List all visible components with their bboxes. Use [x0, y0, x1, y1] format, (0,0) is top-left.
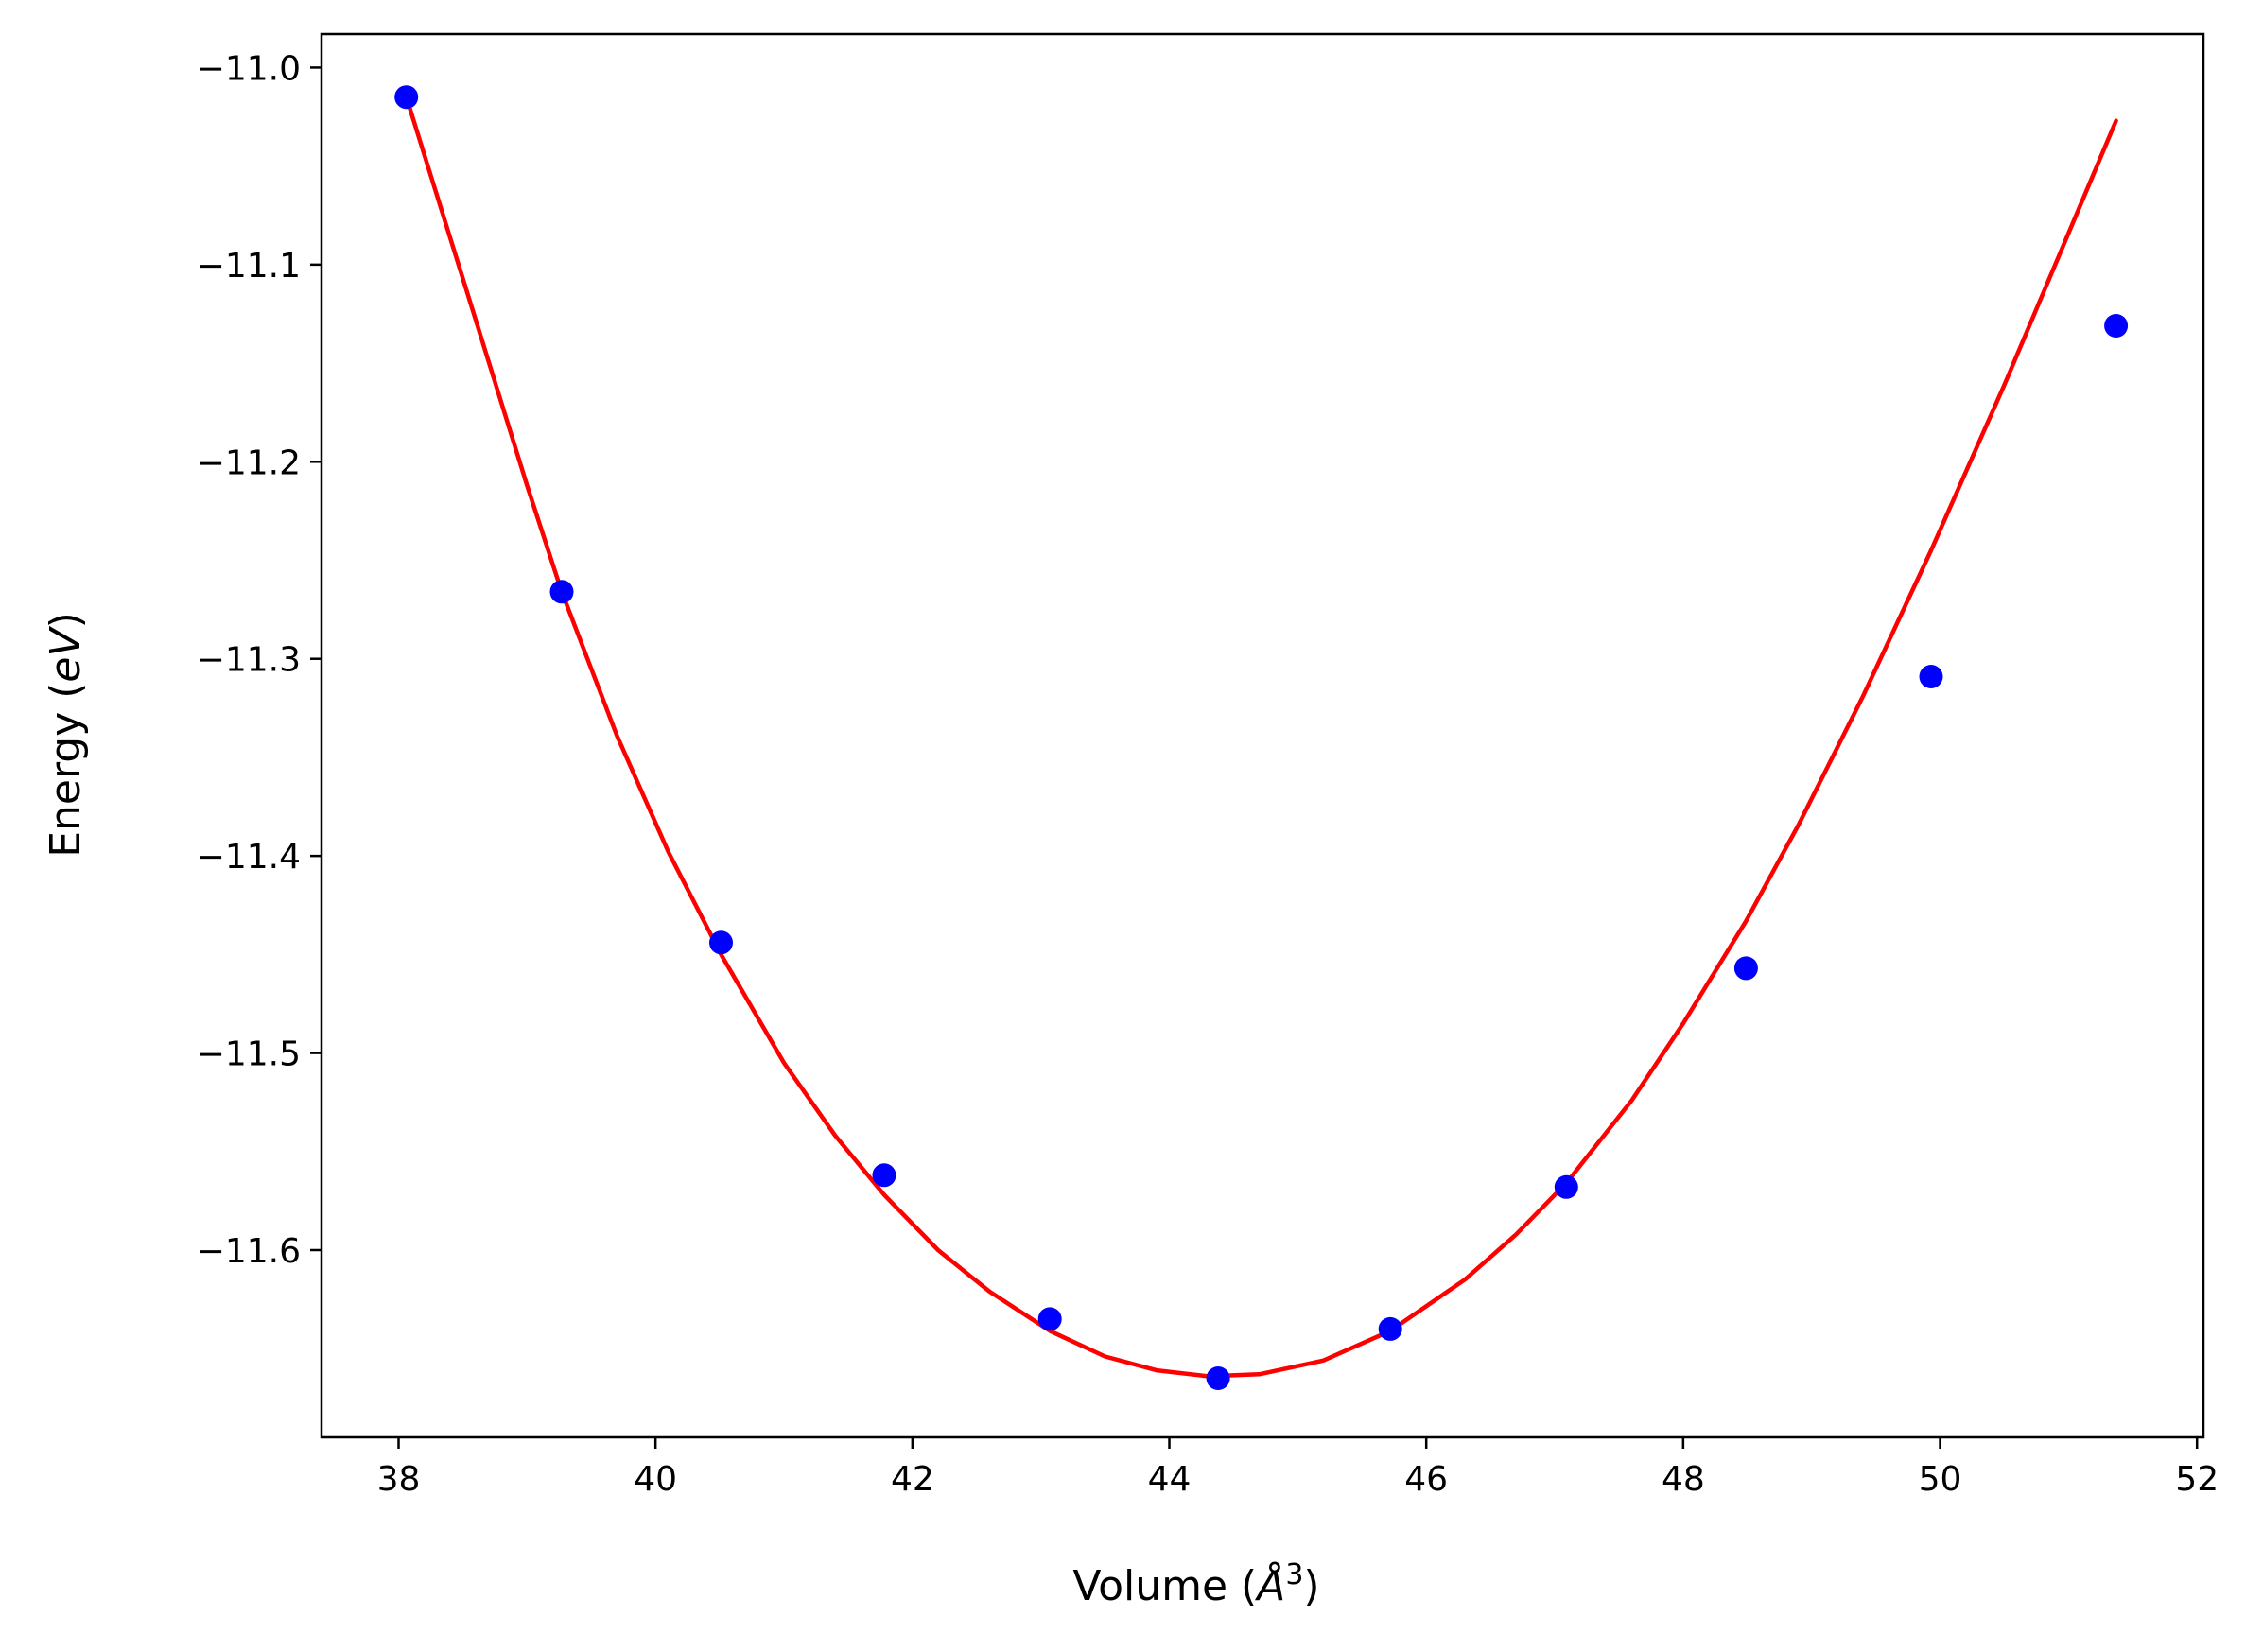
x-tick-label: 52 [2175, 1460, 2219, 1499]
plot-layer [394, 85, 2129, 1390]
data-point [1919, 665, 1943, 688]
x-tick-label: 50 [1919, 1460, 1962, 1499]
y-tick-label: −11.5 [197, 1035, 301, 1074]
y-tick-label: −11.4 [197, 838, 301, 877]
axes-frame [320, 32, 2205, 1439]
y-tick-label: −11.0 [197, 49, 301, 88]
data-point [709, 930, 733, 955]
y-tick-label: −11.2 [197, 443, 301, 482]
data-point [1554, 1174, 1578, 1199]
data-point [872, 1163, 896, 1188]
data-point [1378, 1316, 1402, 1341]
series-group [394, 85, 2129, 1390]
data-point [1733, 956, 1758, 981]
data-point [1206, 1366, 1230, 1390]
data-point [549, 580, 574, 604]
data-point [394, 85, 419, 110]
x-tick-label: 40 [634, 1460, 677, 1499]
x-tick-label: 46 [1404, 1460, 1448, 1499]
data-point [1037, 1307, 1062, 1331]
x-tick-label: 42 [891, 1460, 934, 1499]
y-tick-label: −11.1 [197, 247, 301, 286]
axes-layer: 38 40 42 44 46 48 50 52 −11.0 −11.1 −11.2 −11.3 −11.… [197, 32, 2219, 1499]
y-tick-label: −11.6 [197, 1232, 301, 1271]
x-tick-label: 38 [377, 1460, 421, 1499]
y-axis-title: Energy (eV) [42, 612, 90, 858]
y-tick-label: −11.3 [197, 641, 301, 680]
x-axis-title: Volume (Å3) [1072, 1558, 1319, 1611]
data-point [2104, 314, 2129, 338]
x-tick-label: 48 [1662, 1460, 1705, 1499]
x-tick-label: 44 [1148, 1460, 1192, 1499]
